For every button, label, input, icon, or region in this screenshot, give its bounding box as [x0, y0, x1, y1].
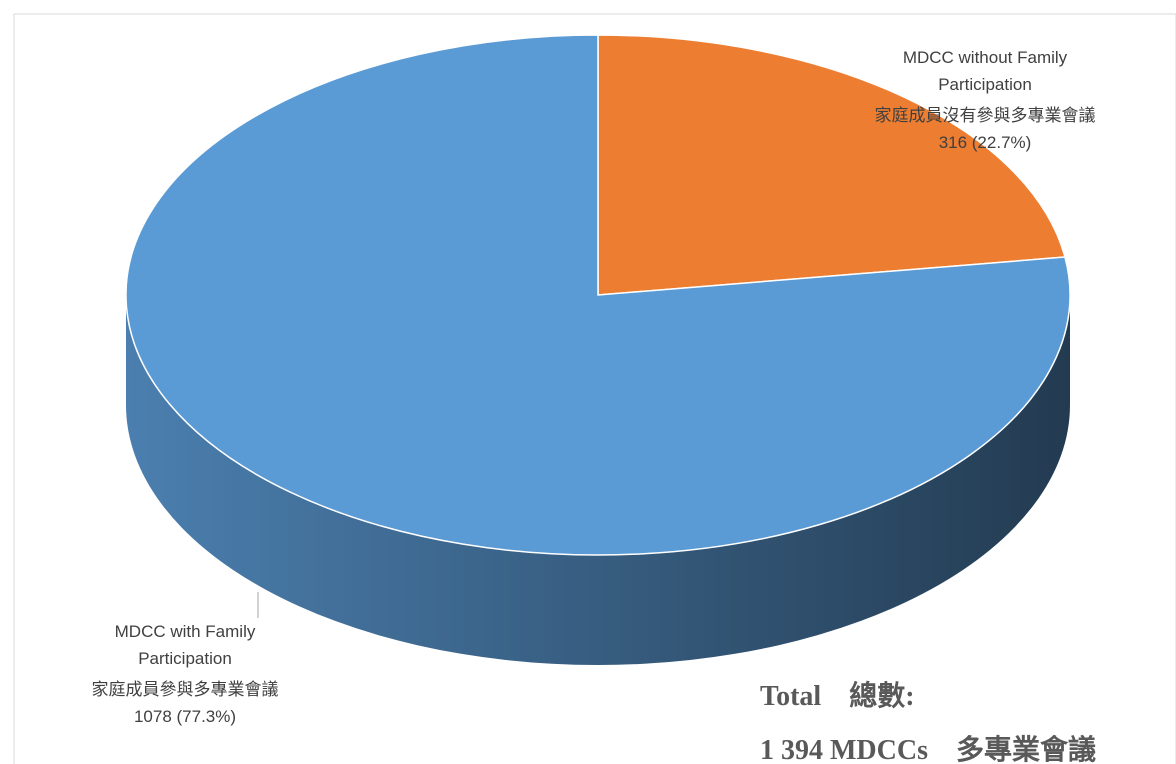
annotation: 1 394 MDCCs 多專業會議 [760, 735, 1096, 764]
category-label-zh: 家庭成員參與多專業會議 [91, 680, 279, 699]
category-label-zh: 家庭成員沒有參與多專業會議 [874, 106, 1096, 125]
slice [597, 34, 1066, 296]
slice-label: MDCC without Family Participation 家庭成員沒有… [855, 44, 1115, 156]
slice-side [126, 295, 1070, 665]
category-label: MDCC without Family Participation [902, 48, 1068, 94]
value-label: 1078 (77.3%) [133, 707, 237, 726]
chart-border [13, 13, 1176, 764]
value-label: 316 (22.7%) [938, 133, 1032, 152]
annotation: Total 總數: [760, 681, 915, 712]
slice [125, 34, 1071, 556]
category-label: MDCC with Family Participation [114, 622, 256, 668]
slice-label: MDCC with Family Participation 家庭成員參與多專業… [85, 618, 285, 730]
